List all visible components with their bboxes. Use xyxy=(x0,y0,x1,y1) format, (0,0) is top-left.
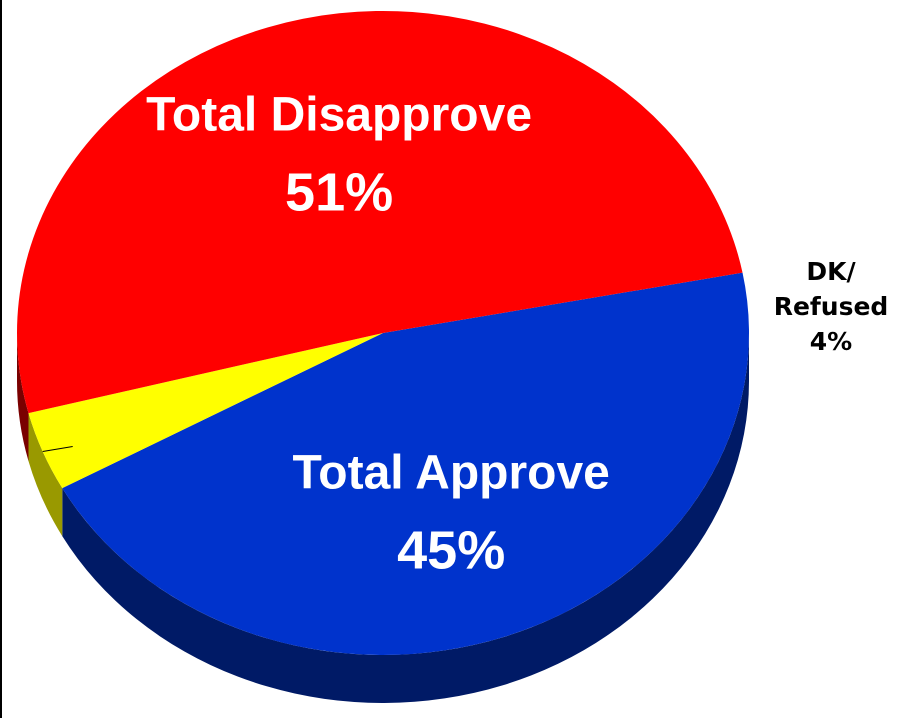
slice-value-total-approve: 45% xyxy=(397,521,505,581)
slice-side-total-disapprove xyxy=(17,333,29,462)
slice-side-dk-refused xyxy=(28,413,63,537)
slice-label-line-dk-refused-1: DK/ xyxy=(806,257,856,286)
left-border-line xyxy=(0,0,2,718)
slice-label-total-disapprove: Total Disapprove xyxy=(146,89,532,142)
slice-value-total-disapprove: 51% xyxy=(285,163,393,223)
slice-total-disapprove xyxy=(17,11,743,414)
slice-labels: Total Approve 45% DK/Refused 4% Total Disapp… xyxy=(146,89,888,581)
pie-slices xyxy=(17,11,750,656)
slice-total-approve xyxy=(62,272,750,656)
slice-label-total-approve: Total Approve xyxy=(293,447,610,500)
pie-3d-sides xyxy=(17,333,750,703)
slice-dk-refused xyxy=(28,333,383,489)
leader-line-dk-refused xyxy=(42,446,73,453)
leader-lines xyxy=(42,446,73,453)
slice-label-line-dk-refused-2: Refused xyxy=(774,292,889,321)
slice-value-dk-refused: 4% xyxy=(810,327,852,356)
slice-side-total-approve xyxy=(62,333,750,703)
